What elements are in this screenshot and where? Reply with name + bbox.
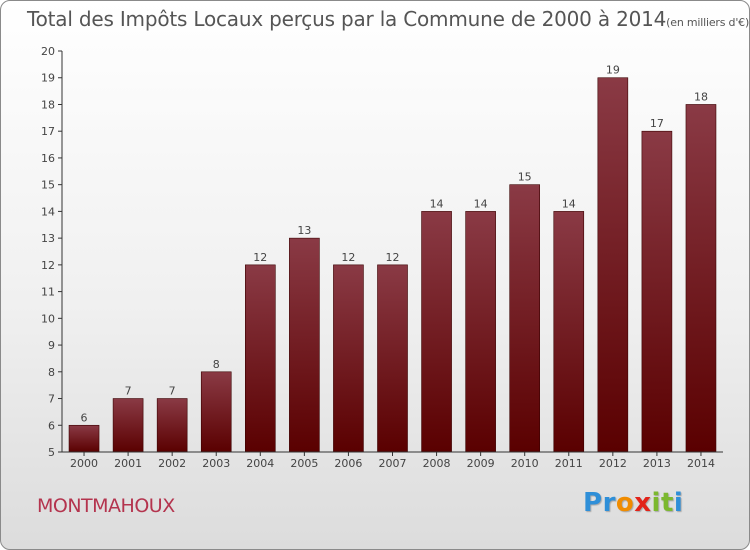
x-tick-label: 2012	[599, 457, 627, 470]
x-tick-label: 2011	[555, 457, 583, 470]
bar	[333, 264, 364, 453]
x-tick-label: 2009	[467, 457, 495, 470]
bar	[465, 211, 496, 453]
bar-value-label: 7	[169, 385, 176, 398]
bar-value-label: 12	[253, 251, 267, 264]
bar	[421, 211, 452, 453]
x-tick-label: 2003	[202, 457, 230, 470]
x-tick-label: 2004	[246, 457, 274, 470]
y-tick-label: 10	[41, 312, 55, 325]
logo-letter: i	[651, 488, 661, 518]
bar	[377, 264, 408, 453]
logo-letter: i	[673, 488, 684, 518]
bar	[509, 184, 541, 453]
bar-value-label: 15	[518, 171, 532, 184]
proxiti-logo: Proxiti	[583, 488, 683, 518]
y-tick-label: 18	[41, 98, 55, 111]
bar-value-label: 13	[297, 224, 311, 237]
bar-value-label: 7	[125, 385, 132, 398]
logo-letter: t	[660, 488, 674, 518]
y-tick-label: 8	[48, 366, 55, 379]
bar-value-label: 19	[606, 64, 620, 77]
bar-value-label: 14	[562, 197, 576, 210]
axes-group: 5 6 7 8 9 10 11 12 13 14 15 16 17 18 19 20 2000 2001 2002 2…	[41, 45, 723, 470]
y-tick-label: 7	[48, 393, 55, 406]
y-tick-label: 5	[48, 446, 55, 459]
y-tick-label: 14	[41, 205, 55, 218]
bar-value-label: 18	[694, 90, 708, 103]
y-tick-label: 19	[41, 72, 55, 85]
chart-title-text: Total des Impôts Locaux perçus par la Co…	[27, 7, 667, 31]
y-tick-label: 15	[41, 179, 55, 192]
bar-value-label: 6	[81, 411, 88, 424]
y-tick-label: 17	[41, 125, 55, 138]
bar	[289, 237, 320, 453]
bar	[156, 398, 188, 453]
bar-value-label: 12	[386, 251, 400, 264]
x-tick-label: 2013	[643, 457, 671, 470]
bar	[200, 371, 232, 453]
bar	[112, 398, 144, 453]
logo-letter: o	[615, 488, 635, 518]
y-tick-label: 13	[41, 232, 55, 245]
x-tick-label: 2014	[687, 457, 715, 470]
y-tick-label: 12	[41, 259, 55, 272]
x-tick-label: 2007	[379, 457, 407, 470]
logo-letter: P	[583, 488, 603, 518]
chart-title-unit: (en milliers d'€)	[666, 16, 750, 29]
bar-value-label: 8	[213, 358, 220, 371]
bars-group: 6 7 7 8 12 13 12 12 14 14 15 14 19 17 18	[68, 64, 717, 453]
bar	[641, 130, 673, 453]
y-tick-label: 20	[41, 45, 55, 58]
x-tick-label: 2000	[70, 457, 98, 470]
chart-title: Total des Impôts Locaux perçus par la Co…	[27, 7, 749, 31]
x-tick-label: 2001	[114, 457, 142, 470]
bar	[553, 211, 585, 453]
bar	[685, 104, 717, 453]
logo-letter: x	[634, 488, 652, 518]
bar	[68, 424, 100, 453]
bar	[597, 77, 629, 453]
bar-value-label: 17	[650, 117, 664, 130]
y-tick-label: 16	[41, 152, 55, 165]
bar-value-label: 14	[474, 197, 488, 210]
y-tick-label: 11	[41, 286, 55, 299]
x-tick-label: 2002	[158, 457, 186, 470]
commune-name: MONTMAHOUX	[37, 495, 175, 517]
bar-value-label: 14	[430, 197, 444, 210]
x-tick-label: 2008	[423, 457, 451, 470]
bar	[245, 264, 276, 453]
x-tick-label: 2005	[290, 457, 318, 470]
y-tick-label: 6	[48, 419, 55, 432]
bar-value-label: 12	[341, 251, 355, 264]
logo-letter: r	[602, 488, 616, 518]
x-tick-label: 2010	[511, 457, 539, 470]
y-tick-label: 9	[48, 339, 55, 352]
x-tick-label: 2006	[334, 457, 362, 470]
